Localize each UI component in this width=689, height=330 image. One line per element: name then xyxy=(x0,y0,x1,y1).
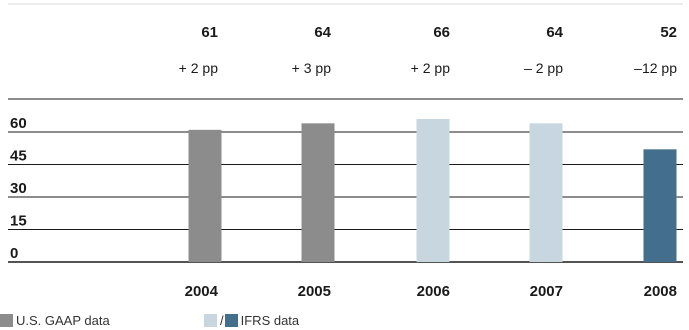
bar-chart: 61 64 66 64 52 + 2 pp + 3 pp + 2 pp – 2 pp –12 p… xyxy=(8,3,683,300)
value-label: 64 xyxy=(546,24,563,41)
change-label: + 2 pp xyxy=(179,60,219,76)
x-axis-labels: 2004 2005 2006 2007 2008 xyxy=(185,283,677,300)
bar-2005 xyxy=(301,123,335,262)
bar-2007 xyxy=(529,123,563,262)
change-label: –12 pp xyxy=(634,60,677,76)
ifrs-dark-swatch xyxy=(224,314,238,327)
y-tick-label: 15 xyxy=(10,213,27,230)
x-tick-label: 2008 xyxy=(644,283,677,300)
legend-slash: / xyxy=(220,313,224,328)
x-tick-label: 2004 xyxy=(185,283,219,300)
x-tick-label: 2007 xyxy=(530,283,563,300)
ifrs-light-swatch xyxy=(204,314,217,327)
change-label: + 3 pp xyxy=(292,60,332,76)
legend: U.S. GAAP data / IFRS data xyxy=(0,313,689,330)
value-label: 66 xyxy=(433,24,450,41)
x-tick-label: 2005 xyxy=(298,283,331,300)
y-tick-label: 45 xyxy=(10,148,27,165)
bar-2008 xyxy=(643,149,677,262)
change-label: – 2 pp xyxy=(524,60,563,76)
us-gaap-swatch xyxy=(0,314,13,327)
x-tick-label: 2006 xyxy=(417,283,450,300)
value-label: 64 xyxy=(314,24,331,41)
bar-2004 xyxy=(188,129,222,262)
legend-item-ifrs: / IFRS data xyxy=(204,313,299,328)
header-rules xyxy=(8,3,683,100)
y-tick-label: 30 xyxy=(10,180,27,197)
change-label: + 2 pp xyxy=(411,60,451,76)
bars xyxy=(188,119,677,262)
gridlines xyxy=(8,131,683,263)
legend-label-us-gaap: U.S. GAAP data xyxy=(16,313,110,328)
y-axis-ticks: 60 45 30 15 0 xyxy=(10,115,27,262)
change-labels: + 2 pp + 3 pp + 2 pp – 2 pp –12 pp xyxy=(179,60,678,76)
legend-label-ifrs: IFRS data xyxy=(240,313,300,328)
value-label: 61 xyxy=(201,24,218,41)
y-tick-label: 60 xyxy=(10,115,27,132)
value-label: 52 xyxy=(660,24,677,41)
y-tick-label: 0 xyxy=(10,245,18,262)
bar-2006 xyxy=(416,119,450,262)
value-labels: 61 64 66 64 52 xyxy=(201,24,677,41)
legend-item-us-gaap: U.S. GAAP data xyxy=(0,313,110,328)
